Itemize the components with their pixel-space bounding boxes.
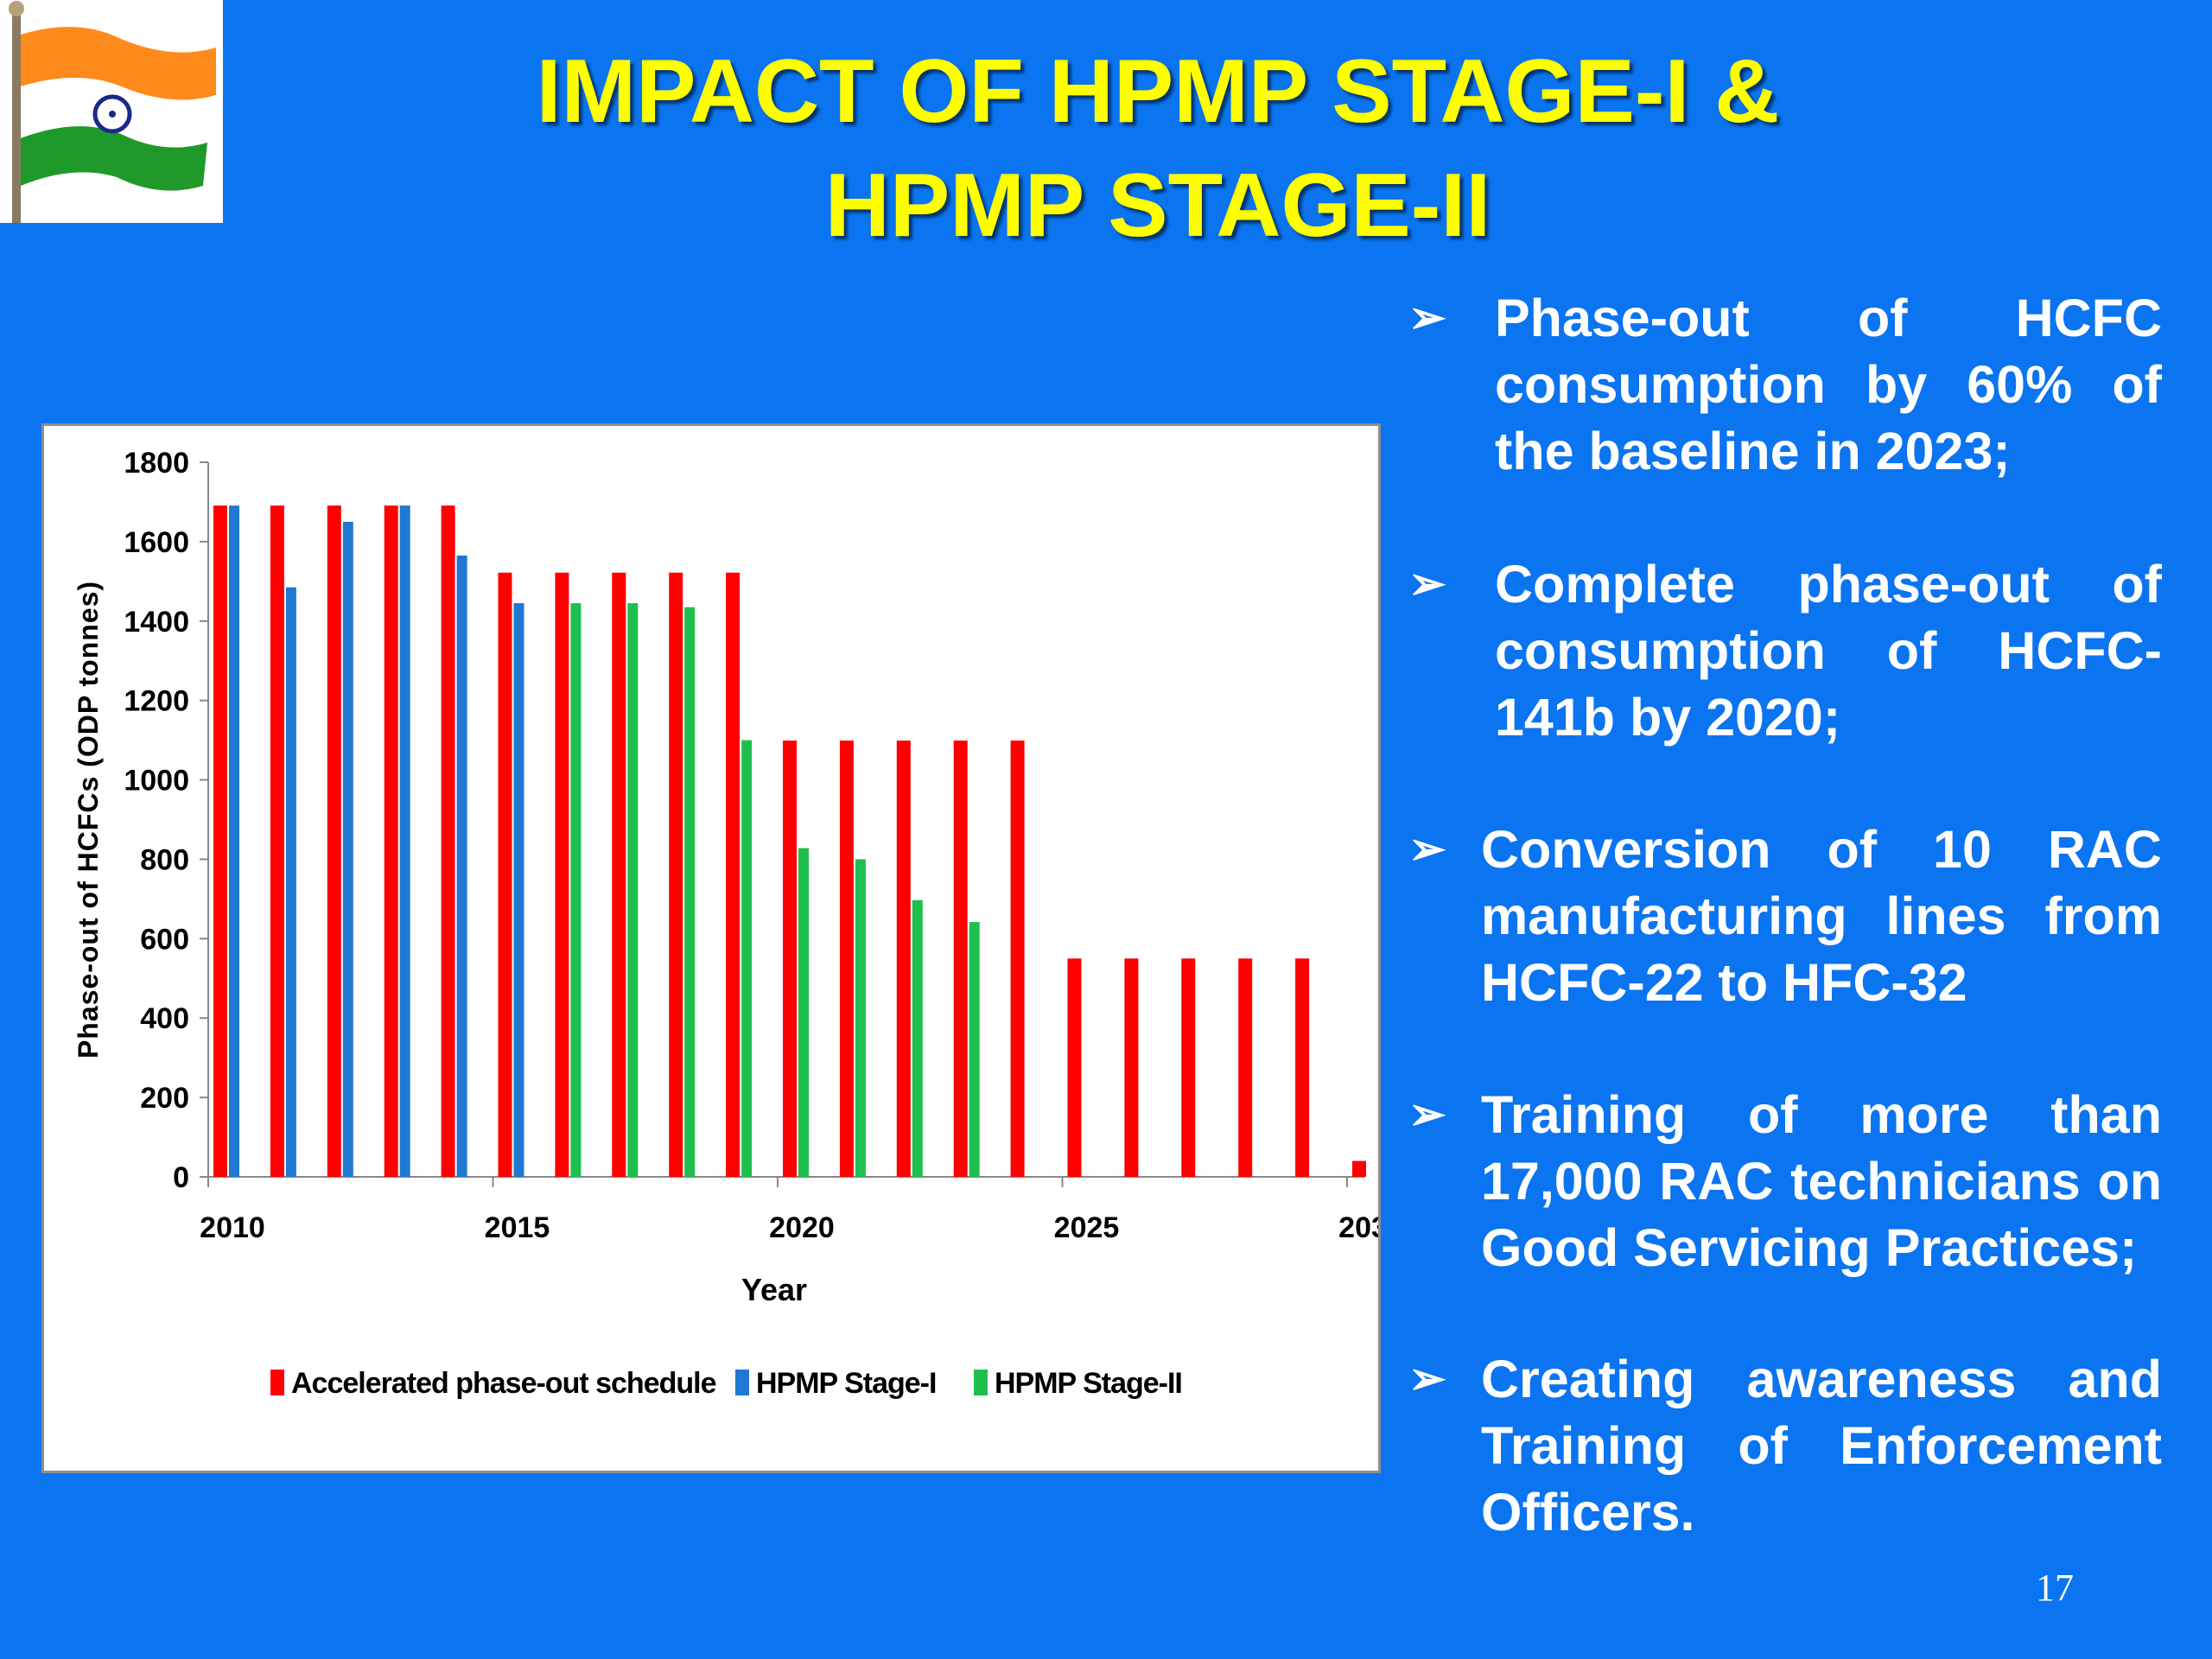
x-tick-label: 2030 (1338, 1211, 1378, 1244)
y-tick-label: 200 (140, 1082, 189, 1115)
bar-accelerated (896, 741, 911, 1177)
bar-stage-2 (855, 859, 866, 1177)
bar-stage-2 (684, 607, 696, 1177)
bar-stage-1 (513, 603, 524, 1177)
bar-accelerated (1352, 1160, 1366, 1177)
bullet-text: Creating awareness and Training of Enfor… (1481, 1350, 2162, 1541)
bar-accelerated (441, 505, 455, 1177)
bullet-text: Complete phase-out of consumption of HCF… (1495, 555, 2162, 747)
bar-accelerated (1124, 958, 1139, 1177)
bar-accelerated (612, 572, 626, 1177)
legend-label: HPMP Stage-I (756, 1367, 936, 1400)
arrow-bullet-icon: ➢ (1408, 1354, 1446, 1404)
bar-stage-1 (399, 505, 410, 1177)
bullet-item: ➢ Training of more than 17,000 RAC techn… (1408, 1082, 2162, 1281)
bar-accelerated (1181, 958, 1196, 1177)
bar-accelerated (1238, 958, 1253, 1177)
x-tick-label: 2020 (769, 1211, 835, 1244)
bar-accelerated (498, 572, 512, 1177)
legend-swatch (735, 1370, 749, 1395)
bar-accelerated (783, 741, 797, 1177)
bar-chart: 0 200 400 600 800 1000 1200 1400 1600 1800 2010 201… (73, 447, 1378, 1400)
bullet-text: Phase-out of HCFC consumption by 60% of … (1495, 289, 2162, 480)
bullet-item: ➢ Creating awareness and Training of Enf… (1408, 1346, 2162, 1546)
bullet-text: Training of more than 17,000 RAC technic… (1481, 1085, 2162, 1277)
bar-accelerated (726, 572, 741, 1177)
bar-stage-2 (627, 603, 639, 1177)
bullet-text: Conversion of 10 RAC manufacturing lines… (1481, 820, 2162, 1012)
bar-accelerated (953, 741, 968, 1177)
bar-stage-2 (969, 922, 980, 1177)
y-tick-label: 800 (140, 843, 189, 876)
legend-swatch (270, 1370, 284, 1395)
x-tick-label: 2015 (485, 1211, 550, 1244)
y-tick-label: 1600 (124, 526, 189, 559)
bar-stage-1 (456, 555, 467, 1177)
chart-panel: 0 200 400 600 800 1000 1200 1400 1600 1800 2010 201… (41, 423, 1381, 1473)
y-axis-label: Phase-out of HCFCs (ODP tonnes) (73, 581, 104, 1058)
arrow-bullet-icon: ➢ (1408, 559, 1446, 609)
bar-stage-1 (285, 587, 296, 1177)
bar-accelerated (270, 505, 284, 1177)
bullet-item: ➢ Conversion of 10 RAC manufacturing lin… (1408, 817, 2162, 1016)
page-number: 17 (2036, 1567, 2074, 1609)
indian-flag-icon (0, 0, 223, 223)
bar-stage-1 (229, 505, 239, 1177)
y-tick-label: 1200 (124, 685, 189, 718)
bar-stage-2 (798, 848, 809, 1177)
bullet-item: ➢ Complete phase-out of consumption of H… (1408, 551, 2162, 751)
arrow-bullet-icon: ➢ (1408, 824, 1446, 874)
y-tick-label: 400 (140, 1002, 189, 1035)
arrow-bullet-icon: ➢ (1408, 293, 1446, 343)
x-tick-label: 2010 (200, 1211, 265, 1244)
x-tick-label: 2025 (1054, 1211, 1120, 1244)
bar-accelerated (555, 572, 569, 1177)
arrow-bullet-icon: ➢ (1408, 1090, 1446, 1140)
y-tick-label: 0 (173, 1161, 189, 1194)
bar-accelerated (1067, 958, 1082, 1177)
bar-accelerated (327, 505, 341, 1177)
bullet-item: ➢ Phase-out of HCFC consumption by 60% o… (1408, 285, 2162, 485)
legend-label: Accelerated phase-out schedule (291, 1367, 716, 1400)
bar-accelerated (1010, 741, 1025, 1177)
y-tick-label: 1800 (124, 447, 189, 480)
bar-stage-1 (342, 521, 353, 1177)
slide-title: IMPACT OF HPMP STAGE-I & HPMP STAGE-II (259, 35, 2056, 263)
y-tick-label: 1400 (124, 606, 189, 639)
bar-stage-2 (912, 899, 923, 1177)
slide-title-line-2: HPMP STAGE-II (824, 156, 1491, 256)
legend-label: HPMP Stage-II (995, 1367, 1182, 1400)
slide-title-line-1: IMPACT OF HPMP STAGE-I & (536, 41, 1780, 142)
bar-stage-2 (741, 740, 753, 1177)
y-tick-label: 600 (140, 923, 189, 956)
bar-accelerated (669, 572, 683, 1177)
bar-stage-2 (570, 603, 582, 1177)
y-tick-label: 1000 (124, 765, 189, 798)
bar-accelerated (839, 741, 854, 1177)
bar-accelerated (1295, 958, 1310, 1177)
legend-swatch (974, 1370, 988, 1395)
bar-accelerated (213, 505, 227, 1177)
bar-accelerated (384, 505, 398, 1177)
x-axis-label: Year (741, 1272, 807, 1307)
